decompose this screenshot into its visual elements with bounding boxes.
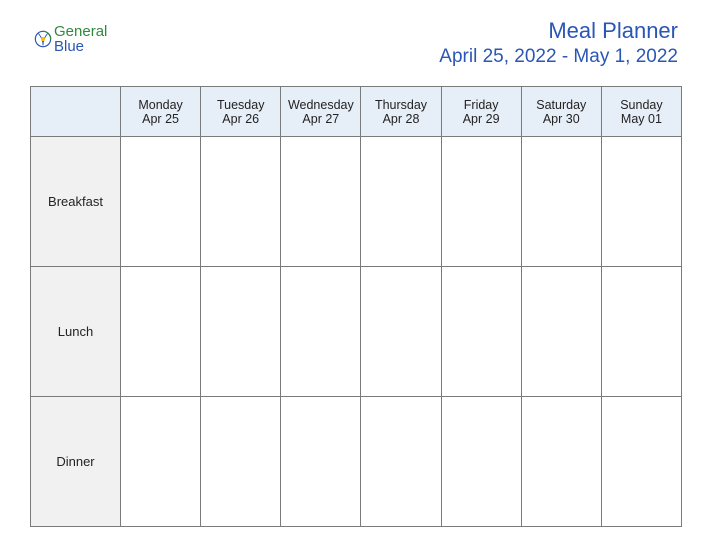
meal-cell[interactable] [121, 267, 201, 397]
brand-logo-text: General Blue [54, 24, 107, 54]
page-subtitle: April 25, 2022 - May 1, 2022 [439, 46, 678, 68]
meal-cell[interactable] [361, 397, 441, 527]
meal-label: Lunch [31, 267, 121, 397]
meal-planner-table: MondayApr 25 TuesdayApr 26 WednesdayApr … [30, 86, 682, 527]
day-name: Sunday [602, 98, 681, 112]
meal-cell[interactable] [281, 397, 361, 527]
brand-word-2: Blue [54, 38, 84, 55]
day-header: MondayApr 25 [121, 87, 201, 137]
table-header-row: MondayApr 25 TuesdayApr 26 WednesdayApr … [31, 87, 682, 137]
table-row: Dinner [31, 397, 682, 527]
day-header: SaturdayApr 30 [521, 87, 601, 137]
day-date: Apr 27 [281, 112, 360, 126]
day-name: Thursday [361, 98, 440, 112]
meal-cell[interactable] [121, 137, 201, 267]
day-date: Apr 29 [442, 112, 521, 126]
day-header: SundayMay 01 [601, 87, 681, 137]
table-row: Lunch [31, 267, 682, 397]
meal-cell[interactable] [361, 267, 441, 397]
meal-cell[interactable] [281, 137, 361, 267]
day-header: TuesdayApr 26 [201, 87, 281, 137]
meal-cell[interactable] [441, 137, 521, 267]
meal-cell[interactable] [521, 267, 601, 397]
title-block: Meal Planner April 25, 2022 - May 1, 202… [439, 18, 678, 68]
table-row: Breakfast [31, 137, 682, 267]
meal-cell[interactable] [601, 267, 681, 397]
meal-cell[interactable] [521, 397, 601, 527]
day-date: Apr 28 [361, 112, 440, 126]
table-corner-cell [31, 87, 121, 137]
day-date: Apr 26 [201, 112, 280, 126]
day-date: May 01 [602, 112, 681, 126]
meal-cell[interactable] [441, 397, 521, 527]
day-name: Monday [121, 98, 200, 112]
page-title: Meal Planner [439, 18, 678, 44]
day-name: Tuesday [201, 98, 280, 112]
brand-logo: General Blue [34, 24, 107, 54]
day-date: Apr 25 [121, 112, 200, 126]
meal-cell[interactable] [521, 137, 601, 267]
day-name: Saturday [522, 98, 601, 112]
day-date: Apr 30 [522, 112, 601, 126]
meal-cell[interactable] [281, 267, 361, 397]
meal-label: Breakfast [31, 137, 121, 267]
day-header: ThursdayApr 28 [361, 87, 441, 137]
meal-cell[interactable] [361, 137, 441, 267]
brand-logo-icon [34, 30, 52, 48]
day-name: Wednesday [281, 98, 360, 112]
day-header: FridayApr 29 [441, 87, 521, 137]
day-name: Friday [442, 98, 521, 112]
meal-cell[interactable] [601, 137, 681, 267]
day-header: WednesdayApr 27 [281, 87, 361, 137]
meal-cell[interactable] [201, 137, 281, 267]
meal-label: Dinner [31, 397, 121, 527]
meal-cell[interactable] [201, 397, 281, 527]
header: General Blue Meal Planner April 25, 2022… [30, 18, 682, 68]
meal-cell[interactable] [201, 267, 281, 397]
meal-cell[interactable] [441, 267, 521, 397]
meal-cell[interactable] [601, 397, 681, 527]
meal-cell[interactable] [121, 397, 201, 527]
